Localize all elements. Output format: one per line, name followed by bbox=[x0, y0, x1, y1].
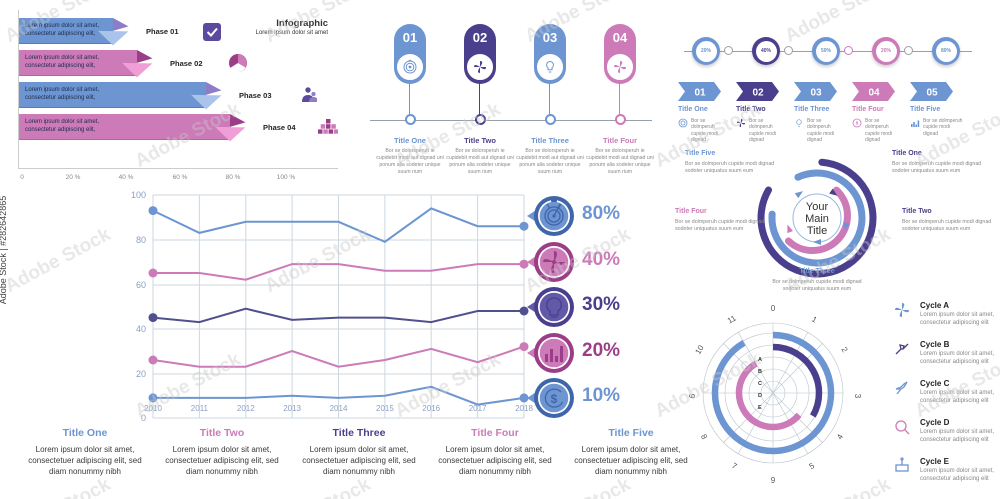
svg-text:4: 4 bbox=[835, 432, 845, 441]
svg-text:01: 01 bbox=[694, 88, 706, 99]
svg-text:2014: 2014 bbox=[330, 404, 348, 413]
svg-text:20: 20 bbox=[136, 369, 146, 379]
svg-text:9: 9 bbox=[687, 394, 696, 399]
svg-text:2013: 2013 bbox=[283, 404, 301, 413]
svg-text:40: 40 bbox=[136, 324, 146, 334]
svg-text:0: 0 bbox=[771, 304, 776, 313]
svg-text:02: 02 bbox=[752, 88, 764, 99]
svg-text:60: 60 bbox=[136, 280, 146, 290]
svg-text:D: D bbox=[758, 393, 762, 399]
svg-text:03: 03 bbox=[810, 88, 822, 99]
svg-text:B: B bbox=[758, 369, 762, 375]
svg-text:Title: Title bbox=[807, 225, 827, 237]
svg-text:$: $ bbox=[551, 392, 558, 406]
svg-text:11: 11 bbox=[726, 313, 738, 325]
svg-text:3: 3 bbox=[853, 394, 862, 399]
svg-text:2011: 2011 bbox=[191, 404, 209, 413]
svg-text:8: 8 bbox=[699, 433, 709, 442]
svg-text:0: 0 bbox=[141, 413, 146, 423]
svg-text:04: 04 bbox=[868, 88, 880, 99]
svg-text:2: 2 bbox=[839, 346, 849, 355]
svg-text:C: C bbox=[758, 381, 762, 387]
svg-text:Main: Main bbox=[805, 213, 829, 225]
svg-text:E: E bbox=[758, 405, 762, 411]
svg-text:A: A bbox=[758, 357, 762, 363]
svg-text:2015: 2015 bbox=[376, 404, 394, 413]
svg-text:1: 1 bbox=[810, 315, 819, 325]
svg-text:2010: 2010 bbox=[144, 404, 162, 413]
svg-text:$: $ bbox=[856, 121, 859, 126]
svg-text:Your: Your bbox=[806, 201, 829, 213]
svg-text:9: 9 bbox=[771, 476, 776, 485]
svg-text:2016: 2016 bbox=[422, 404, 440, 413]
svg-text:2012: 2012 bbox=[237, 404, 255, 413]
svg-text:05: 05 bbox=[926, 88, 938, 99]
svg-text:100: 100 bbox=[131, 190, 146, 200]
svg-text:10: 10 bbox=[693, 343, 706, 356]
svg-text:80: 80 bbox=[136, 235, 146, 245]
svg-text:7: 7 bbox=[730, 461, 739, 471]
svg-text:5: 5 bbox=[808, 461, 817, 471]
